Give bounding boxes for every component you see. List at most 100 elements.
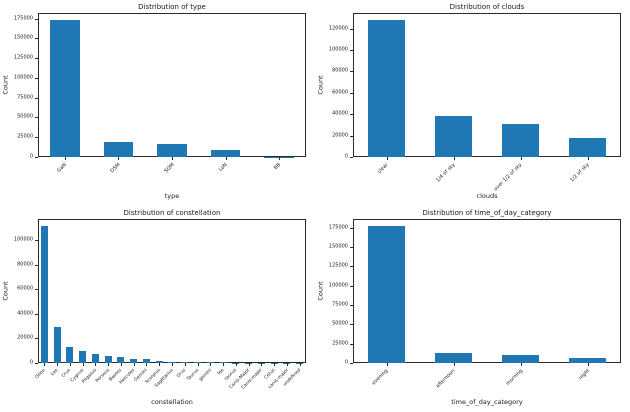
x-tick-mark xyxy=(453,363,455,366)
constellation-xlabel: constellation xyxy=(151,398,193,406)
chart-constellation: Distribution of constellation 0 20000 40000… xyxy=(0,206,315,412)
bar-night xyxy=(569,357,606,363)
type-xlabel: type xyxy=(164,192,180,200)
clouds-title: Distribution of clouds xyxy=(449,3,525,11)
x-tick-mark xyxy=(146,363,148,366)
x-tick-mark xyxy=(57,363,59,366)
bar-Cetus xyxy=(270,362,278,363)
x-tick-mark xyxy=(95,363,97,366)
bar-over 1/2 of sky xyxy=(502,124,539,157)
y-tick-mark xyxy=(35,289,38,291)
x-tick-mark xyxy=(82,363,84,366)
y-tick-mark xyxy=(350,285,353,287)
y-tick-label: 0 xyxy=(344,153,348,160)
y-tick-mark xyxy=(350,266,353,268)
x-tick-label-afternoon: afternoon xyxy=(435,368,457,390)
bar-Bootes xyxy=(117,357,125,363)
x-tick-label-gemini: gemini xyxy=(198,368,213,383)
y-tick-label: 20000 xyxy=(17,334,33,341)
y-tick-label: 125000 xyxy=(13,54,33,61)
bar-Perseus xyxy=(104,356,112,363)
x-tick-mark xyxy=(120,363,122,366)
x-tick-mark xyxy=(108,363,110,366)
time_of_day_category-title: Distribution of time_of_day_category xyxy=(422,209,552,217)
x-tick-mark xyxy=(386,363,388,366)
y-tick-mark xyxy=(350,324,353,326)
bar-gemini xyxy=(206,362,214,363)
bar-Canis-major xyxy=(257,362,265,363)
time_of_day_category-ylabel-wrap: Count xyxy=(315,219,327,363)
y-tick-mark xyxy=(35,18,38,20)
chart-type: Distribution of type 0 25000 50000 75000 1000… xyxy=(0,0,315,206)
x-tick-label-Taurus: Taurus xyxy=(186,368,201,382)
y-tick-label: 20000 xyxy=(332,132,348,139)
time_of_day_category-xlabel: time_of_day_category xyxy=(451,398,523,406)
x-tick-label-LoN: LoN xyxy=(217,162,229,173)
bar-Leo xyxy=(53,327,61,363)
x-tick-mark xyxy=(133,363,135,366)
x-tick-mark xyxy=(587,157,589,160)
bar-Gemini xyxy=(142,359,150,363)
constellation-title: Distribution of constellation xyxy=(123,209,221,217)
y-tick-label: 40000 xyxy=(17,310,33,317)
bar-1/4 of sky xyxy=(435,115,472,157)
x-tick-label-BB: BB xyxy=(273,162,283,172)
bar-clear xyxy=(368,19,405,157)
y-tick-label: 80000 xyxy=(17,261,33,268)
y-tick-label: 0 xyxy=(29,153,33,160)
y-tick-mark xyxy=(35,97,38,99)
bar-Cygnus xyxy=(79,350,87,363)
x-tick-mark xyxy=(279,157,281,160)
bar-Taurus xyxy=(194,362,202,363)
clouds-ylabel-wrap: Count xyxy=(315,13,327,157)
x-tick-mark xyxy=(197,363,199,366)
bar-Hercules xyxy=(130,359,138,363)
bar-afternoon xyxy=(435,352,472,363)
y-tick-mark xyxy=(35,77,38,79)
x-tick-label-Orion: Orion xyxy=(34,368,47,381)
x-tick-label-over 1/2 of sky: over 1/2 of sky xyxy=(493,162,524,193)
y-tick-mark xyxy=(350,49,353,51)
y-tick-label: 50000 xyxy=(17,113,33,120)
x-tick-mark xyxy=(172,363,173,366)
y-tick-label: 50000 xyxy=(332,320,348,327)
x-tick-mark xyxy=(386,157,388,160)
x-tick-mark xyxy=(248,363,250,366)
y-tick-mark xyxy=(35,313,38,315)
y-tick-mark xyxy=(350,157,353,158)
y-tick-mark xyxy=(350,304,353,306)
y-tick-mark xyxy=(350,227,353,229)
x-tick-mark xyxy=(261,363,263,366)
x-tick-mark xyxy=(286,363,288,366)
time_of_day_category-ylabel: Count xyxy=(317,281,325,301)
constellation-plot-area xyxy=(38,219,306,363)
x-tick-label-evening: evening xyxy=(371,368,390,387)
x-tick-label-1/2 of sky: 1/2 of sky xyxy=(569,162,591,184)
x-tick-mark xyxy=(274,363,276,366)
bar-leo xyxy=(219,362,227,363)
bar-Grus xyxy=(181,362,189,363)
x-tick-label-clear: clear xyxy=(376,162,390,175)
chart-clouds: Distribution of clouds 0 20000 40000 60000 80… xyxy=(315,0,630,206)
x-tick-mark xyxy=(453,157,455,160)
constellation-ylabel-wrap: Count xyxy=(0,219,12,363)
bar-canis-major xyxy=(283,362,291,363)
bar-taurus xyxy=(232,362,240,363)
type-ylabel-wrap: Count xyxy=(0,13,12,157)
y-tick-label: 0 xyxy=(29,359,33,366)
x-tick-mark xyxy=(299,363,301,366)
x-tick-mark xyxy=(44,363,46,366)
x-tick-mark xyxy=(225,157,227,160)
x-tick-mark xyxy=(159,363,161,366)
y-tick-label: 25000 xyxy=(332,340,348,347)
bar-Sagittarius xyxy=(168,362,176,363)
bar-evening xyxy=(368,225,405,363)
chart-time-of-day-category: Distribution of time_of_day_category 0 250… xyxy=(315,206,630,412)
x-tick-mark xyxy=(520,363,522,366)
y-tick-label: 125000 xyxy=(328,262,348,269)
y-tick-label: 75000 xyxy=(332,301,348,308)
y-tick-label: 120000 xyxy=(328,25,348,32)
y-tick-mark xyxy=(350,246,353,248)
type-plot-area xyxy=(38,13,306,157)
